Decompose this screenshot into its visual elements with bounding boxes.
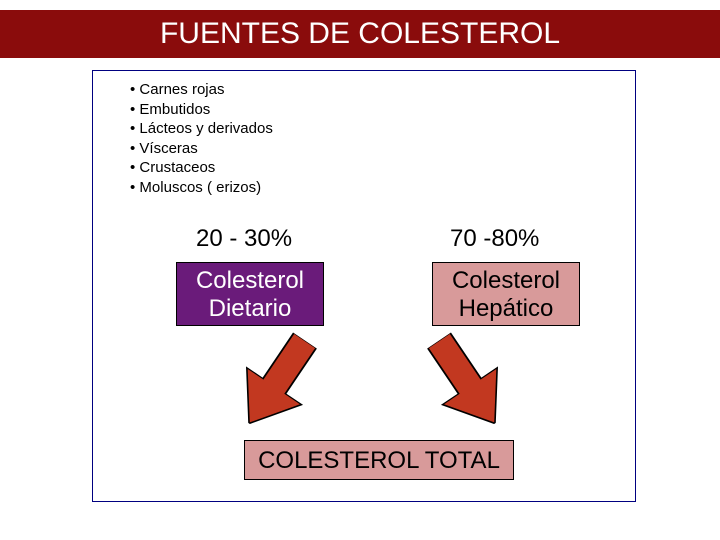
list-item-label: Vísceras xyxy=(139,140,197,157)
list-item-label: Moluscos ( erizos) xyxy=(135,179,261,196)
list-item: • Embutidos xyxy=(130,100,273,120)
dietary-label-line2: Dietario xyxy=(177,295,323,323)
list-item: • Carnes rojas xyxy=(130,80,273,100)
total-label: COLESTEROL TOTAL xyxy=(258,447,500,474)
title-bar: FUENTES DE COLESTEROL xyxy=(0,10,720,58)
list-item-label: Embutidos xyxy=(139,101,210,118)
list-item-label: Carnes rojas xyxy=(139,81,224,98)
hepatic-label-line1: Colesterol xyxy=(433,267,579,295)
list-item-label: Lácteos y derivados xyxy=(139,120,272,137)
total-box: COLESTEROL TOTAL xyxy=(244,440,514,480)
hepatic-box: Colesterol Hepático xyxy=(432,262,580,326)
hepatic-label-line2: Hepático xyxy=(433,295,579,323)
sources-list: • Carnes rojas • Embutidos • Lácteos y d… xyxy=(130,80,273,197)
list-item: • Moluscos ( erizos) xyxy=(130,178,273,198)
dietary-label-line1: Colesterol xyxy=(177,267,323,295)
hepatic-percentage: 70 -80% xyxy=(450,225,539,253)
page-title: FUENTES DE COLESTEROL xyxy=(160,17,560,51)
dietary-box: Colesterol Dietario xyxy=(176,262,324,326)
list-item: • Lácteos y derivados xyxy=(130,119,273,139)
list-item: • Crustaceos xyxy=(130,158,273,178)
list-item-label: Crustaceos xyxy=(135,159,215,176)
list-item: • Vísceras xyxy=(130,139,273,159)
dietary-percentage: 20 - 30% xyxy=(196,225,292,253)
